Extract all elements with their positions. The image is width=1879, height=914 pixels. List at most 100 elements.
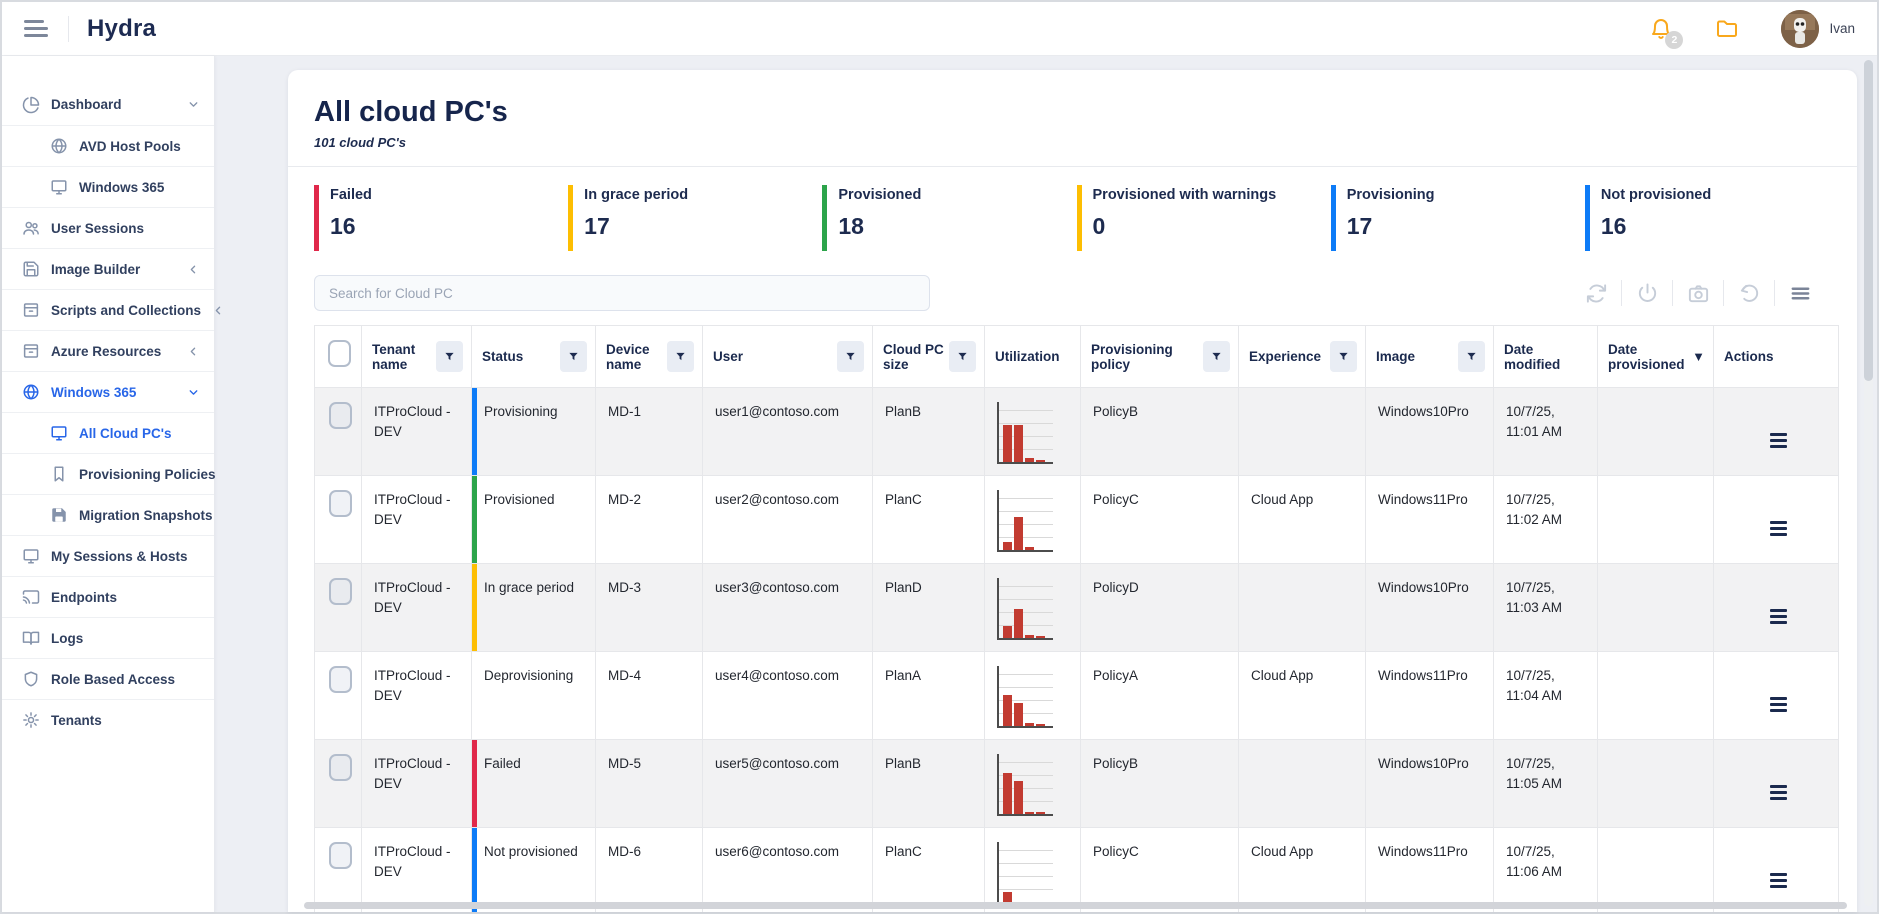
- utilization-chart: [997, 578, 1053, 640]
- filter-icon[interactable]: [1330, 341, 1357, 372]
- pie-chart-icon: [22, 96, 40, 114]
- notifications-bell-icon[interactable]: 2: [1649, 17, 1684, 49]
- sidebar-item-scripts-and-collections[interactable]: Scripts and Collections: [2, 289, 221, 330]
- utilization-chart: [997, 754, 1053, 816]
- status-color-bar: [472, 652, 477, 739]
- monitor-icon: [22, 547, 40, 565]
- sidebar-item-tenants[interactable]: Tenants: [2, 699, 214, 740]
- sidebar-item-image-builder[interactable]: Image Builder: [2, 248, 214, 289]
- notification-count-badge: 2: [1665, 30, 1684, 49]
- table-toolbar: [1571, 280, 1825, 306]
- globe-icon: [50, 137, 68, 155]
- chevron-down-icon: [187, 386, 200, 399]
- gear-icon: [22, 711, 40, 729]
- table-row: ITProCloud - DEV In grace period MD-3 us…: [314, 563, 1839, 652]
- status-card-provisioned-with-warnings[interactable]: Provisioned with warnings 0: [1076, 185, 1331, 251]
- user-menu[interactable]: Ivan: [1781, 9, 1855, 48]
- sidebar-item-avd-host-pools[interactable]: AVD Host Pools: [2, 125, 214, 166]
- row-checkbox[interactable]: [328, 842, 352, 869]
- sidebar-item-dashboard[interactable]: Dashboard: [2, 84, 214, 125]
- utilization-chart: [997, 402, 1053, 464]
- table-header-row: Tenant name Status Device name User Clou…: [314, 325, 1839, 388]
- power-icon[interactable]: [1622, 282, 1672, 305]
- row-checkbox[interactable]: [328, 578, 352, 605]
- status-card-provisioning[interactable]: Provisioning 17: [1330, 185, 1585, 251]
- sidebar-item-user-sessions[interactable]: User Sessions: [2, 207, 214, 248]
- divider: [288, 166, 1857, 167]
- sidebar-item-azure-resources[interactable]: Azure Resources: [2, 330, 214, 371]
- filter-icon[interactable]: [949, 341, 976, 372]
- sort-descending-icon[interactable]: ▼: [1692, 349, 1705, 364]
- status-card-provisioned[interactable]: Provisioned 18: [822, 185, 1076, 251]
- archive-icon: [22, 342, 40, 360]
- status-card-not-provisioned[interactable]: Not provisioned 16: [1584, 185, 1839, 251]
- username-label: Ivan: [1829, 21, 1855, 36]
- sidebar-item-migration-snapshots[interactable]: Migration Snapshots: [2, 494, 214, 535]
- main-content: All cloud PC's 101 cloud PC's Failed 16 …: [215, 56, 1877, 912]
- status-color-bar: [472, 828, 477, 912]
- status-color-bar: [472, 476, 477, 563]
- horizontal-scrollbar[interactable]: [304, 902, 1847, 909]
- filter-icon[interactable]: [667, 341, 694, 372]
- select-all-checkbox[interactable]: [327, 340, 351, 367]
- vertical-scrollbar-thumb[interactable]: [1864, 60, 1873, 382]
- filter-icon[interactable]: [1458, 341, 1485, 372]
- undo-icon[interactable]: [1724, 282, 1774, 305]
- status-card-failed[interactable]: Failed 16: [314, 185, 568, 251]
- status-color-bar: [472, 564, 477, 651]
- table-row: ITProCloud - DEV Deprovisioning MD-4 use…: [314, 651, 1839, 740]
- vertical-scrollbar[interactable]: [1864, 60, 1873, 906]
- table-row: ITProCloud - DEV Provisioned MD-2 user2@…: [314, 475, 1839, 564]
- sidebar-item-all-cloud-pcs[interactable]: All Cloud PC's: [2, 412, 214, 453]
- divider: [68, 15, 69, 42]
- sidebar-item-role-based-access[interactable]: Role Based Access: [2, 658, 214, 699]
- divider: [1621, 280, 1622, 306]
- sidebar-item-my-sessions-hosts[interactable]: My Sessions & Hosts: [2, 535, 214, 576]
- status-card-in-grace-period[interactable]: In grace period 17: [568, 185, 822, 251]
- refresh-icon[interactable]: [1571, 282, 1621, 305]
- row-checkbox[interactable]: [328, 666, 352, 693]
- top-bar: Hydra 2 Ivan: [2, 2, 1877, 56]
- sidebar-item-provisioning-policies[interactable]: Provisioning Policies: [2, 453, 216, 494]
- row-actions-menu-icon[interactable]: [1769, 432, 1787, 448]
- chevron-left-icon: [212, 304, 225, 317]
- book-open-icon: [22, 629, 40, 647]
- folder-icon[interactable]: [1715, 17, 1739, 41]
- divider: [1723, 280, 1724, 306]
- page-subtitle: 101 cloud PC's: [314, 135, 406, 150]
- row-checkbox[interactable]: [328, 754, 352, 781]
- row-checkbox[interactable]: [328, 490, 352, 517]
- sidebar-item-logs[interactable]: Logs: [2, 617, 214, 658]
- sidebar-item-windows-365-dashboard[interactable]: Windows 365: [2, 166, 214, 207]
- row-actions-menu-icon[interactable]: [1769, 608, 1787, 624]
- filter-icon[interactable]: [560, 341, 587, 372]
- search-toolbar-row: [314, 275, 1839, 311]
- row-actions-menu-icon[interactable]: [1769, 784, 1787, 800]
- table-row: ITProCloud - DEV Not provisioned MD-6 us…: [314, 827, 1839, 912]
- filter-icon[interactable]: [436, 341, 463, 372]
- divider: [1774, 280, 1775, 306]
- sidebar-item-endpoints[interactable]: Endpoints: [2, 576, 214, 617]
- row-actions-menu-icon[interactable]: [1769, 696, 1787, 712]
- monitor-icon: [50, 178, 68, 196]
- menu-toggle-icon[interactable]: [24, 14, 54, 44]
- shield-icon: [22, 670, 40, 688]
- globe-icon: [22, 383, 40, 401]
- users-icon: [22, 219, 40, 237]
- table-menu-icon[interactable]: [1775, 282, 1825, 305]
- filter-icon[interactable]: [837, 341, 864, 372]
- search-input[interactable]: [314, 275, 930, 311]
- page-title: All cloud PC's: [314, 96, 508, 128]
- row-checkbox[interactable]: [328, 402, 352, 429]
- chevron-left-icon: [187, 263, 200, 276]
- row-actions-menu-icon[interactable]: [1769, 520, 1787, 536]
- utilization-chart: [997, 842, 1053, 904]
- status-color-bar: [472, 388, 477, 475]
- snapshot-camera-icon[interactable]: [1673, 282, 1723, 305]
- chevron-left-icon: [187, 345, 200, 358]
- sidebar: Dashboard AVD Host Pools Windows 365 Use…: [2, 56, 221, 912]
- sidebar-item-windows-365[interactable]: Windows 365: [2, 371, 214, 412]
- filter-icon[interactable]: [1203, 341, 1230, 372]
- status-color-bar: [472, 740, 477, 827]
- row-actions-menu-icon[interactable]: [1769, 872, 1787, 888]
